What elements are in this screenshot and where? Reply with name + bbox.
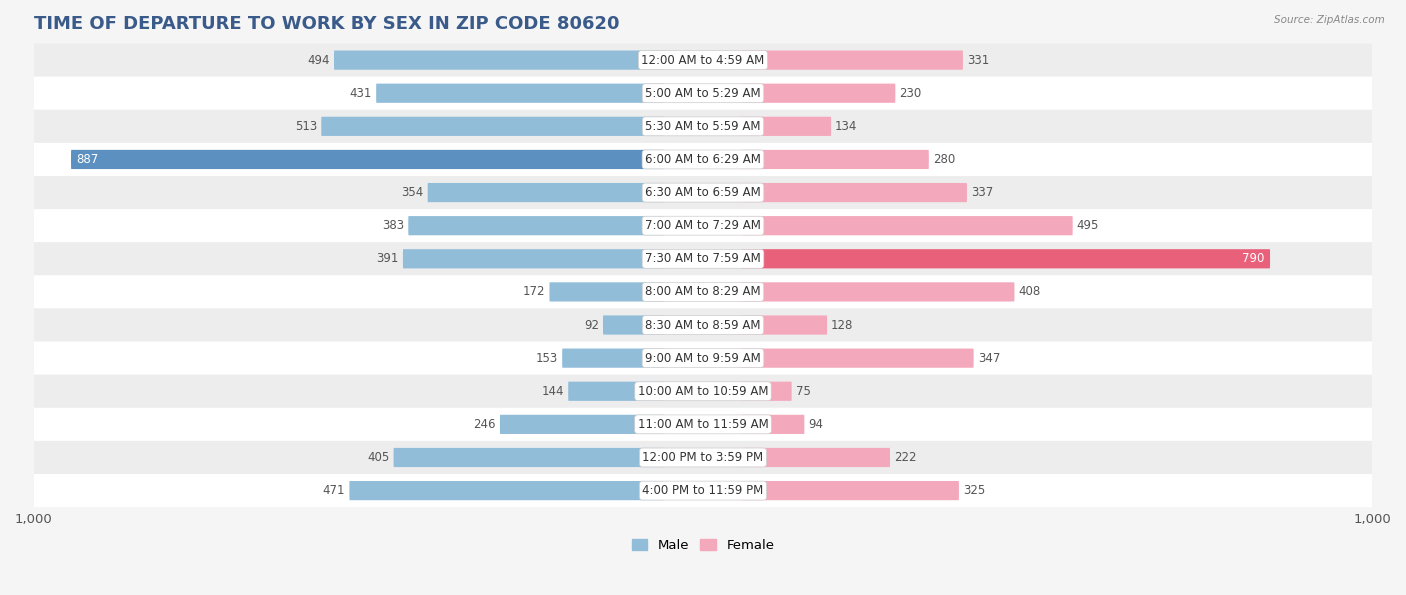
Text: 513: 513 <box>295 120 318 133</box>
FancyBboxPatch shape <box>741 448 890 467</box>
Text: 325: 325 <box>963 484 986 497</box>
FancyBboxPatch shape <box>550 282 665 302</box>
FancyBboxPatch shape <box>568 381 665 401</box>
Text: 495: 495 <box>1077 219 1099 232</box>
FancyBboxPatch shape <box>72 150 665 169</box>
Text: 94: 94 <box>808 418 824 431</box>
FancyBboxPatch shape <box>741 216 1073 235</box>
Text: TIME OF DEPARTURE TO WORK BY SEX IN ZIP CODE 80620: TIME OF DEPARTURE TO WORK BY SEX IN ZIP … <box>34 15 620 33</box>
FancyBboxPatch shape <box>34 77 1372 110</box>
FancyBboxPatch shape <box>741 84 896 103</box>
FancyBboxPatch shape <box>34 43 1372 77</box>
Text: 471: 471 <box>323 484 346 497</box>
FancyBboxPatch shape <box>321 117 665 136</box>
Text: 9:00 AM to 9:59 AM: 9:00 AM to 9:59 AM <box>645 352 761 365</box>
FancyBboxPatch shape <box>741 249 1270 268</box>
FancyBboxPatch shape <box>741 415 804 434</box>
FancyBboxPatch shape <box>34 474 1372 507</box>
Text: 172: 172 <box>523 286 546 299</box>
FancyBboxPatch shape <box>34 408 1372 441</box>
Text: 347: 347 <box>977 352 1000 365</box>
FancyBboxPatch shape <box>335 51 665 70</box>
Text: 75: 75 <box>796 385 810 397</box>
FancyBboxPatch shape <box>741 349 974 368</box>
Text: 391: 391 <box>377 252 399 265</box>
FancyBboxPatch shape <box>34 143 1372 176</box>
Text: 12:00 AM to 4:59 AM: 12:00 AM to 4:59 AM <box>641 54 765 67</box>
Text: 7:00 AM to 7:29 AM: 7:00 AM to 7:29 AM <box>645 219 761 232</box>
FancyBboxPatch shape <box>394 448 665 467</box>
Text: 354: 354 <box>401 186 423 199</box>
Text: 92: 92 <box>583 318 599 331</box>
Text: 134: 134 <box>835 120 858 133</box>
Text: 405: 405 <box>367 451 389 464</box>
FancyBboxPatch shape <box>741 117 831 136</box>
FancyBboxPatch shape <box>741 481 959 500</box>
Text: 280: 280 <box>932 153 955 166</box>
Text: 153: 153 <box>536 352 558 365</box>
Text: 331: 331 <box>967 54 990 67</box>
FancyBboxPatch shape <box>34 110 1372 143</box>
Text: 8:00 AM to 8:29 AM: 8:00 AM to 8:29 AM <box>645 286 761 299</box>
FancyBboxPatch shape <box>741 183 967 202</box>
FancyBboxPatch shape <box>741 282 1015 302</box>
FancyBboxPatch shape <box>501 415 665 434</box>
Text: 6:30 AM to 6:59 AM: 6:30 AM to 6:59 AM <box>645 186 761 199</box>
Text: 230: 230 <box>900 87 922 100</box>
Text: 337: 337 <box>972 186 993 199</box>
Text: 246: 246 <box>474 418 496 431</box>
Text: Source: ZipAtlas.com: Source: ZipAtlas.com <box>1274 15 1385 25</box>
Text: 494: 494 <box>308 54 330 67</box>
FancyBboxPatch shape <box>377 84 665 103</box>
Text: 5:30 AM to 5:59 AM: 5:30 AM to 5:59 AM <box>645 120 761 133</box>
FancyBboxPatch shape <box>741 315 827 334</box>
FancyBboxPatch shape <box>349 481 665 500</box>
Text: 10:00 AM to 10:59 AM: 10:00 AM to 10:59 AM <box>638 385 768 397</box>
FancyBboxPatch shape <box>427 183 665 202</box>
Text: 4:00 PM to 11:59 PM: 4:00 PM to 11:59 PM <box>643 484 763 497</box>
Text: 11:00 AM to 11:59 AM: 11:00 AM to 11:59 AM <box>638 418 768 431</box>
Text: 408: 408 <box>1018 286 1040 299</box>
Text: 383: 383 <box>382 219 405 232</box>
Text: 144: 144 <box>541 385 564 397</box>
Legend: Male, Female: Male, Female <box>626 534 780 557</box>
FancyBboxPatch shape <box>408 216 665 235</box>
Text: 7:30 AM to 7:59 AM: 7:30 AM to 7:59 AM <box>645 252 761 265</box>
FancyBboxPatch shape <box>34 342 1372 375</box>
FancyBboxPatch shape <box>741 150 929 169</box>
Text: 12:00 PM to 3:59 PM: 12:00 PM to 3:59 PM <box>643 451 763 464</box>
FancyBboxPatch shape <box>34 308 1372 342</box>
Text: 6:00 AM to 6:29 AM: 6:00 AM to 6:29 AM <box>645 153 761 166</box>
FancyBboxPatch shape <box>34 176 1372 209</box>
FancyBboxPatch shape <box>603 315 665 334</box>
Text: 887: 887 <box>76 153 98 166</box>
Text: 790: 790 <box>1243 252 1265 265</box>
Text: 128: 128 <box>831 318 853 331</box>
FancyBboxPatch shape <box>34 375 1372 408</box>
Text: 8:30 AM to 8:59 AM: 8:30 AM to 8:59 AM <box>645 318 761 331</box>
FancyBboxPatch shape <box>34 242 1372 275</box>
FancyBboxPatch shape <box>741 51 963 70</box>
Text: 222: 222 <box>894 451 917 464</box>
Text: 5:00 AM to 5:29 AM: 5:00 AM to 5:29 AM <box>645 87 761 100</box>
FancyBboxPatch shape <box>34 441 1372 474</box>
FancyBboxPatch shape <box>562 349 665 368</box>
FancyBboxPatch shape <box>741 381 792 401</box>
FancyBboxPatch shape <box>404 249 665 268</box>
Text: 431: 431 <box>350 87 373 100</box>
FancyBboxPatch shape <box>34 275 1372 308</box>
FancyBboxPatch shape <box>34 209 1372 242</box>
